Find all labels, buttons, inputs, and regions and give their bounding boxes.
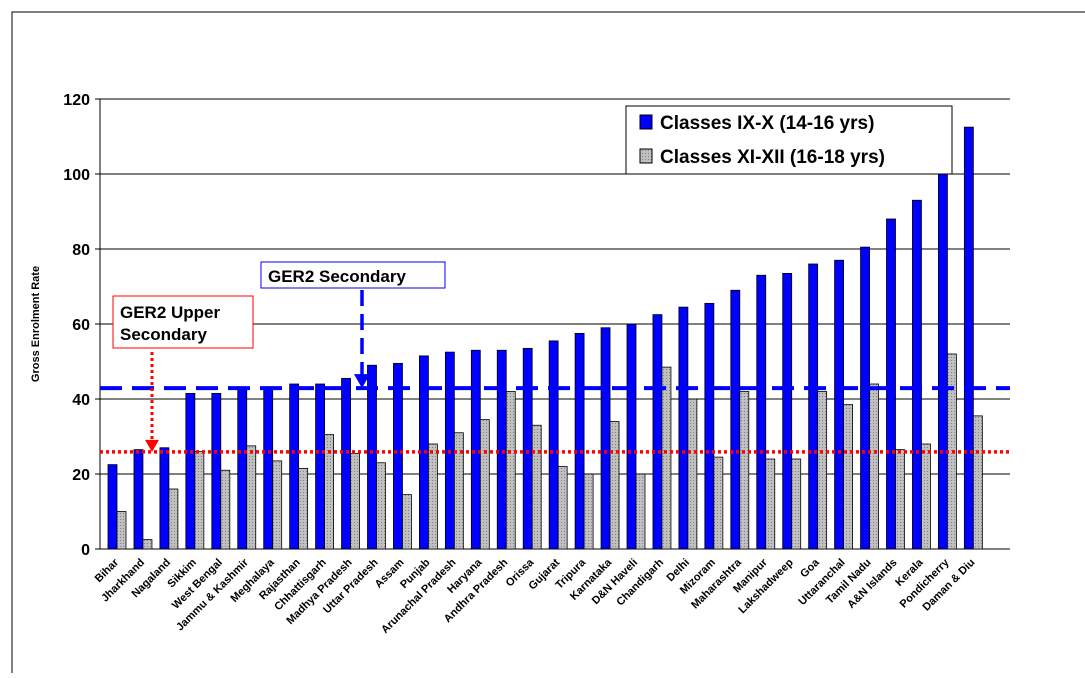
bar — [860, 246, 870, 550]
bar — [626, 323, 637, 550]
bar — [133, 449, 144, 550]
bar — [367, 364, 377, 550]
bar — [895, 449, 905, 550]
bar — [886, 218, 896, 550]
bar — [765, 458, 776, 550]
bar — [211, 392, 222, 550]
bar — [834, 259, 844, 550]
annotation: GER2 Upper — [120, 303, 221, 322]
bar — [263, 387, 274, 550]
y-tick-label: 100 — [63, 167, 90, 184]
bar — [938, 171, 948, 550]
bar — [730, 289, 741, 550]
y-tick-label: 80 — [72, 242, 90, 259]
bar — [912, 199, 922, 550]
bar — [739, 391, 750, 550]
bar — [272, 460, 283, 550]
bar — [522, 347, 533, 550]
bar — [246, 445, 257, 550]
bar — [791, 458, 802, 550]
bar — [972, 415, 983, 550]
legend-label: Classes XI-XII (16-18 yrs) — [660, 147, 885, 168]
bar — [402, 494, 412, 550]
bar — [678, 306, 689, 550]
bar — [704, 302, 715, 550]
bar — [479, 419, 490, 550]
bar — [600, 327, 611, 550]
bar — [548, 340, 559, 550]
legend-swatch — [639, 114, 653, 130]
y-tick-label: 0 — [81, 542, 90, 559]
bar — [609, 421, 620, 550]
annotation: Secondary — [120, 325, 207, 344]
bar — [817, 391, 828, 550]
bar — [298, 467, 309, 550]
bar — [652, 314, 663, 550]
legend-label: Classes IX-X (14-16 yrs) — [660, 113, 874, 134]
bar — [921, 443, 931, 550]
bar — [341, 377, 351, 550]
bar — [496, 349, 507, 550]
bar — [756, 274, 767, 550]
bar — [185, 392, 196, 550]
y-axis-label: Gross Enrolment Rate — [30, 266, 42, 382]
bar — [116, 511, 127, 550]
bar — [142, 539, 153, 550]
bar — [237, 389, 248, 550]
bar — [635, 473, 646, 550]
bar — [168, 488, 179, 550]
bar — [324, 434, 335, 550]
bar — [427, 443, 438, 550]
bar — [963, 126, 974, 550]
frame — [11, 11, 1085, 678]
bar — [453, 432, 464, 550]
bar — [869, 383, 879, 550]
bar — [782, 272, 793, 550]
annotation-box — [260, 261, 446, 289]
y-tick-label: 120 — [63, 92, 90, 109]
y-tick-label: 40 — [72, 392, 90, 409]
bar — [220, 469, 231, 550]
bar — [376, 462, 386, 550]
bar — [713, 456, 724, 550]
arrow-head — [354, 374, 370, 389]
y-tick-label: 60 — [72, 317, 90, 334]
bar — [159, 447, 170, 550]
bar — [315, 383, 326, 550]
bar — [661, 366, 672, 550]
bar — [393, 362, 403, 550]
bar — [808, 263, 819, 550]
bar — [289, 383, 300, 550]
bar — [505, 391, 516, 550]
bar — [531, 424, 542, 550]
bar — [557, 466, 568, 550]
bar — [843, 404, 853, 550]
bar — [583, 473, 594, 550]
bar — [470, 349, 481, 550]
legend — [625, 105, 953, 175]
bar — [107, 464, 118, 550]
bar — [194, 451, 205, 550]
annotation: GER2 Secondary — [268, 267, 406, 286]
annotation-box — [112, 295, 254, 349]
bar — [350, 452, 360, 550]
arrow-head — [145, 439, 159, 452]
legend-swatch — [639, 148, 653, 164]
bar — [687, 398, 698, 550]
bar — [574, 332, 585, 550]
y-tick-label: 20 — [72, 467, 90, 484]
